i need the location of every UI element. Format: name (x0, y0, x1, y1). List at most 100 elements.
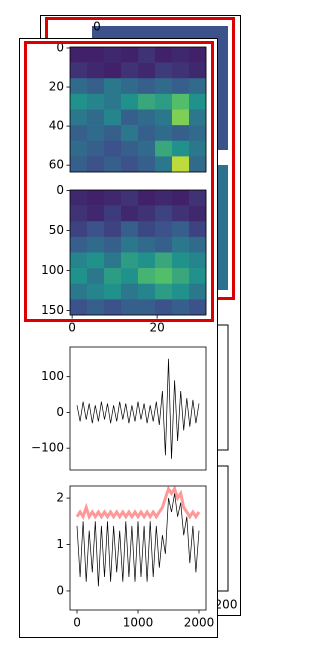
heatmap-cell (138, 205, 156, 222)
heatmap-cell (155, 78, 173, 95)
heatmap-cell (189, 78, 207, 95)
heatmap-cell (172, 205, 190, 222)
heatmap-cell (70, 156, 88, 173)
heatmap-cell (172, 268, 190, 285)
heatmap-cell (189, 268, 207, 285)
heatmap-cell (70, 47, 88, 63)
y-tick-label: 60 (49, 158, 64, 172)
heatmap-cell (70, 283, 88, 300)
heatmap-cell (172, 190, 190, 206)
back-label: 200 (215, 598, 238, 612)
y-tick-label: 100 (41, 369, 64, 383)
back-heatmap (217, 165, 228, 290)
heatmap-cell (189, 299, 207, 316)
heatmap-cell (138, 221, 156, 238)
heatmap-cell (104, 252, 122, 269)
heatmap-cell (104, 283, 122, 300)
heatmap-cell (155, 47, 173, 63)
x-tick-label: 0 (73, 616, 81, 630)
heatmap-cell (121, 109, 139, 126)
heatmap-cell (121, 221, 139, 238)
heatmap-cell (121, 299, 139, 316)
y-tick-label: 100 (41, 263, 64, 277)
heatmap-cell (70, 109, 88, 126)
heatmap-cell (104, 190, 122, 206)
heatmap-cell (87, 62, 105, 79)
heatmap-cell (121, 268, 139, 285)
heatmap-cell (87, 205, 105, 222)
heatmap-cell (189, 221, 207, 238)
heatmap-cell (138, 268, 156, 285)
heatmap-cell (70, 93, 88, 110)
heatmap-cell (138, 109, 156, 126)
heatmap-cell (189, 109, 207, 126)
y-tick-label: 40 (49, 119, 64, 133)
x-tick-label: 20 (149, 321, 164, 335)
heatmap-cell (70, 78, 88, 95)
heatmap-cell (189, 47, 207, 63)
heatmap-cell (189, 205, 207, 222)
heatmap-cell (155, 205, 173, 222)
heatmap-cell (121, 283, 139, 300)
heatmap-cell (70, 140, 88, 157)
heatmap-cell (138, 47, 156, 63)
heatmap-cell (138, 62, 156, 79)
heatmap-cell (87, 221, 105, 238)
back-label: 0 (93, 20, 101, 34)
heatmap-cell (172, 62, 190, 79)
heatmap-cell (70, 268, 88, 285)
heatmap-cell (87, 252, 105, 269)
heatmap-cell (87, 125, 105, 142)
heatmap-cell (172, 156, 190, 173)
heatmap-cell (138, 140, 156, 157)
heatmap-cell (138, 236, 156, 253)
heatmap-cell (121, 205, 139, 222)
heatmap-cell (155, 140, 173, 157)
heatmap-cell (155, 221, 173, 238)
heatmap-cell (138, 93, 156, 110)
y-tick-label: 2 (56, 491, 64, 505)
series-line (76, 358, 200, 459)
heatmap-cell (172, 125, 190, 142)
heatmap-cell (189, 140, 207, 157)
heatmap-cell (70, 62, 88, 79)
heatmap-cell (87, 156, 105, 173)
y-tick-label: 20 (49, 80, 64, 94)
heatmap-cell (155, 109, 173, 126)
y-tick-label: 0 (56, 405, 64, 419)
heatmap-cell (121, 190, 139, 206)
heatmap-cell (121, 47, 139, 63)
x-tick-label: 1000 (123, 616, 154, 630)
y-tick-label: 0 (56, 183, 64, 197)
highlight (24, 41, 214, 322)
heatmap-cell (104, 221, 122, 238)
heatmap-cell (70, 205, 88, 222)
heatmap-cell (104, 93, 122, 110)
heatmap-cell (121, 140, 139, 157)
heatmap-cell (104, 125, 122, 142)
heatmap-cell (87, 140, 105, 157)
heatmap-cell (87, 47, 105, 63)
x-tick-label: 0 (68, 321, 76, 335)
y-tick-label: −100 (31, 441, 64, 455)
heatmap-cell (70, 125, 88, 142)
heatmap-cell (138, 78, 156, 95)
heatmap-cell (155, 62, 173, 79)
heatmap-cell (121, 125, 139, 142)
heatmap-cell (121, 252, 139, 269)
heatmap-cell (155, 236, 173, 253)
heatmap-cell (70, 190, 88, 206)
heatmap-cell (70, 221, 88, 238)
heatmap-cell (70, 299, 88, 316)
x-tick-label: 2000 (184, 616, 215, 630)
y-tick-label: 0 (56, 583, 64, 597)
axes-frame (69, 46, 207, 173)
heatmap-cell (87, 190, 105, 206)
heatmap-cell (87, 268, 105, 285)
heatmap-cell (155, 283, 173, 300)
heatmap-cell (87, 299, 105, 316)
heatmap-cell (104, 62, 122, 79)
heatmap-cell (189, 125, 207, 142)
